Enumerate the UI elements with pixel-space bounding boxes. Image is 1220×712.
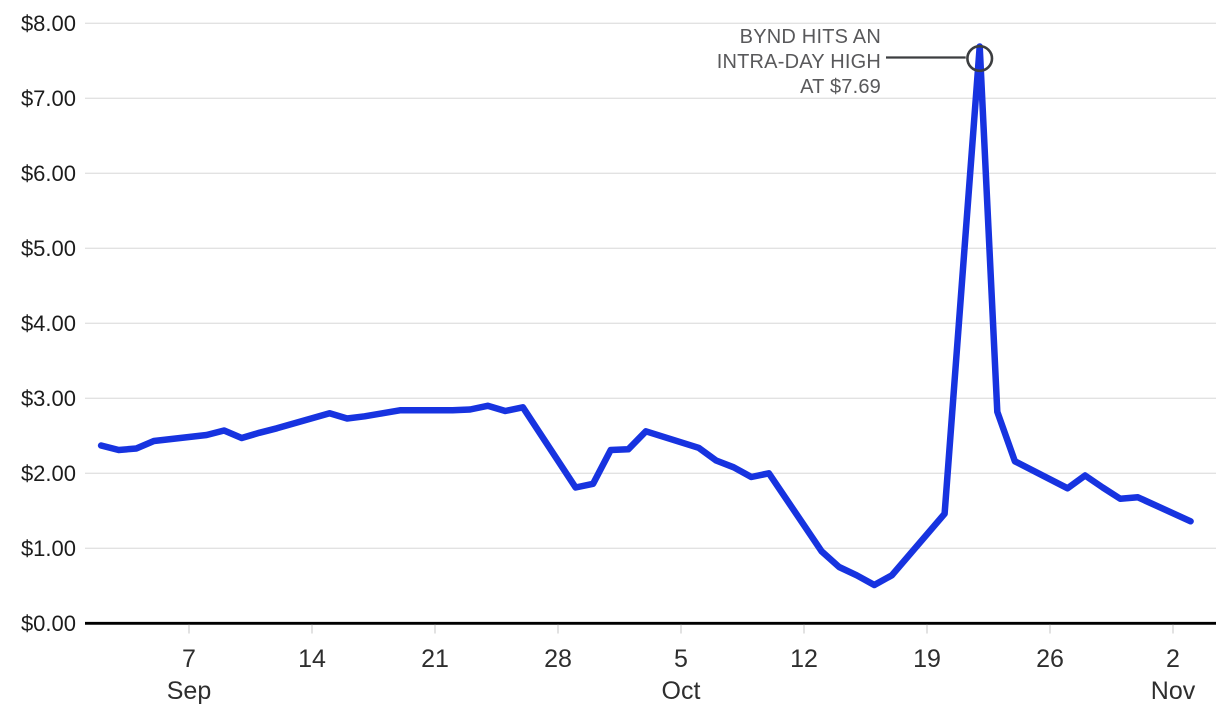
x-axis-tick-label: 28 <box>544 645 572 673</box>
x-axis-month-label: Nov <box>1151 677 1196 705</box>
y-axis-tick-label: $0.00 <box>21 611 76 636</box>
x-axis: 7 Sep 14 21 28 5 Oct 12 19 26 2 Nov <box>167 624 1196 705</box>
x-axis-month-label: Oct <box>662 677 701 705</box>
price-line <box>97 43 1194 589</box>
x-axis-tick-label: 26 <box>1036 645 1064 673</box>
annotation-line-1: BYND HITS AN <box>739 26 881 48</box>
x-axis-tick-label: 5 <box>674 645 688 673</box>
y-axis-labels: $8.00 $7.00 $6.00 $5.00 $4.00 $3.00 $2.00 $1.00… <box>21 11 76 636</box>
x-axis-month-label: Sep <box>167 677 211 705</box>
y-axis-tick-label: $6.00 <box>21 161 76 186</box>
x-axis-tick-label: 14 <box>298 645 326 673</box>
annotation-callout: BYND HITS AN INTRA-DAY HIGH AT $7.69 <box>717 25 881 100</box>
x-axis-tick-label: 21 <box>421 645 449 673</box>
annotation-line-3: AT $7.69 <box>800 76 881 98</box>
x-axis-tick-label: 19 <box>913 645 941 673</box>
gridlines <box>85 22 1216 625</box>
y-axis-tick-label: $4.00 <box>21 311 76 336</box>
peak-marker-circle <box>966 44 994 73</box>
y-axis-tick-label: $1.00 <box>21 536 76 561</box>
annotation-line-2: INTRA-DAY HIGH <box>716 51 881 73</box>
x-axis-tick-label: 2 <box>1166 645 1180 673</box>
y-axis-tick-label: $8.00 <box>21 11 76 36</box>
y-axis-tick-label: $5.00 <box>21 236 76 261</box>
y-axis-tick-label: $7.00 <box>21 86 76 111</box>
y-axis-tick-label: $3.00 <box>21 386 76 411</box>
x-axis-tick-label: 12 <box>790 645 818 673</box>
x-axis-tick-label: 7 <box>182 645 196 673</box>
y-axis-tick-label: $2.00 <box>21 461 76 486</box>
